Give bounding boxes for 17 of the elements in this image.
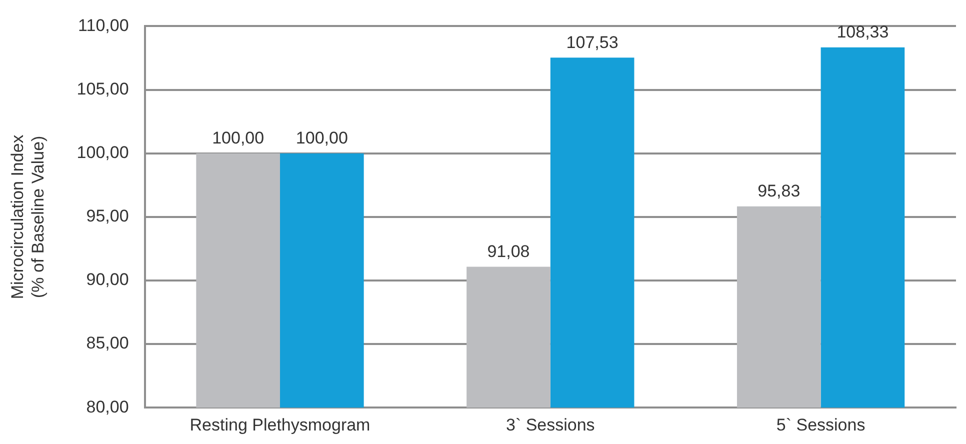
data-label: 100,00 [212,128,264,148]
y-tick-label: 85,00 [86,334,129,353]
y-tick-label: 110,00 [78,16,129,35]
y-tick-label: 80,00 [86,397,129,416]
x-tick-label: 3` Sessions [506,415,595,434]
data-label: 107,53 [566,32,618,52]
y-axis-title: Microcirculation Index (% of Baseline Value) [8,134,48,300]
data-label: 95,83 [758,182,800,201]
x-tick-label: Resting Plethysmogram [190,415,370,434]
data-label: 100,00 [296,128,348,148]
y-tick-label: 105,00 [76,79,129,98]
y-tick-label: 95,00 [86,206,129,226]
data-label: 108,33 [836,22,889,42]
y-tick-label: 90,00 [86,270,129,290]
x-tick-label: 5` Sessions [776,415,866,434]
data-label: 91,08 [487,242,530,261]
y-tick-label: 100,00 [76,143,129,162]
